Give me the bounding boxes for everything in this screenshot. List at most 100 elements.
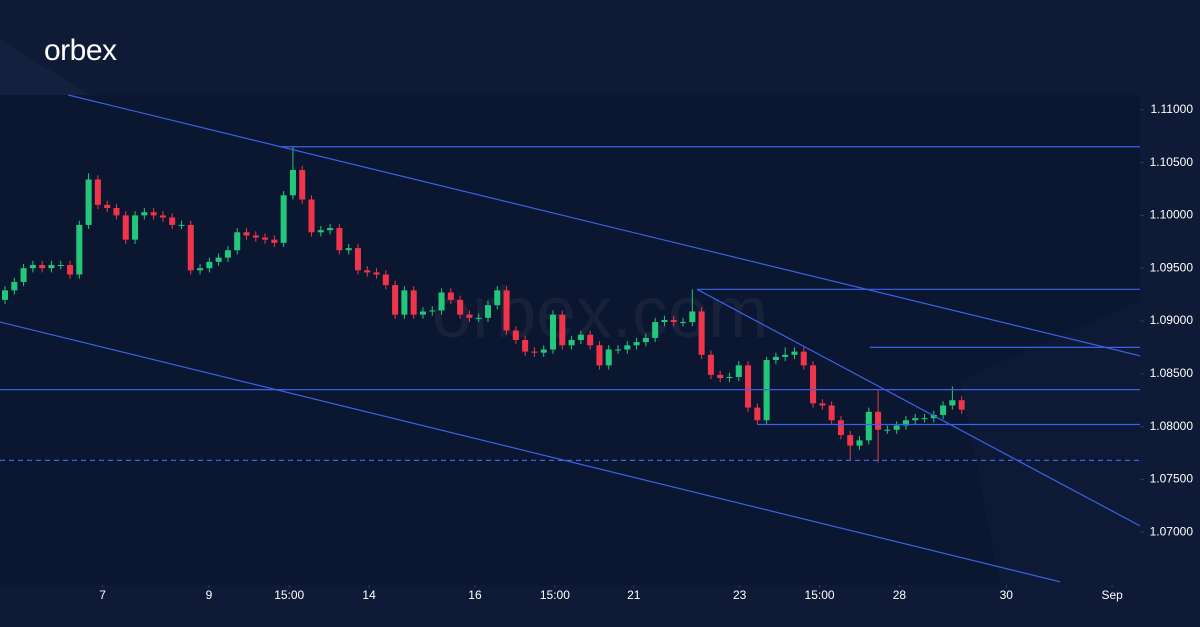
- candle-body: [689, 311, 696, 323]
- y-tick-label: 1.09500: [1150, 260, 1194, 274]
- candle-body: [884, 429, 891, 431]
- candle-body: [410, 290, 417, 315]
- candle-body: [48, 265, 55, 269]
- candle-body: [104, 204, 111, 208]
- candle-body: [568, 340, 575, 346]
- decor: [960, 300, 1140, 585]
- candle-body: [150, 212, 157, 216]
- candle-body: [782, 354, 789, 357]
- candle-body: [717, 374, 724, 379]
- x-tick-label: 15:00: [274, 588, 304, 602]
- candle-body: [503, 290, 510, 331]
- watermark: orbex.com: [432, 273, 768, 353]
- candle-body: [224, 250, 231, 258]
- candle-body: [680, 322, 687, 324]
- candle-body: [317, 230, 324, 233]
- candle-body: [475, 317, 482, 319]
- candle-body: [373, 272, 380, 275]
- candle-body: [169, 217, 176, 225]
- candle-body: [262, 237, 269, 240]
- y-tick-label: 1.10500: [1150, 155, 1194, 169]
- candle-body: [819, 403, 826, 406]
- candle-body: [912, 418, 919, 421]
- candle-body: [726, 376, 733, 379]
- candle-body: [577, 334, 584, 340]
- candle-body: [280, 195, 287, 243]
- candle-body: [949, 400, 956, 406]
- logo: orbex: [44, 34, 117, 67]
- candle-body: [141, 212, 148, 216]
- candle-body: [735, 365, 742, 377]
- candle-body: [39, 265, 46, 269]
- candle-body: [698, 311, 705, 355]
- candle-body: [29, 265, 36, 269]
- y-tick-label: 1.07000: [1150, 524, 1194, 538]
- candle-body: [401, 290, 408, 315]
- candle-body: [299, 169, 306, 200]
- candle-body: [958, 400, 965, 410]
- candle-body: [67, 265, 74, 275]
- candle-body: [856, 440, 863, 446]
- candle-body: [791, 351, 798, 355]
- candle-body: [605, 349, 612, 366]
- candle-body: [466, 314, 473, 318]
- x-tick-label: 23: [733, 588, 747, 602]
- candle-body: [596, 345, 603, 366]
- candle-body: [559, 314, 566, 346]
- trend-line: [68, 94, 1141, 357]
- candle-body: [512, 330, 519, 340]
- candle-body: [252, 235, 259, 238]
- candle-body: [113, 207, 120, 216]
- candle-body: [308, 199, 315, 233]
- candle-body: [754, 407, 761, 421]
- candle-body: [652, 322, 659, 338]
- candle-body: [345, 248, 352, 251]
- candle-body: [540, 349, 547, 353]
- decor: [0, 40, 90, 95]
- candle-body: [243, 232, 250, 236]
- candle-body: [828, 405, 835, 421]
- candle-body: [865, 411, 872, 441]
- candle-body: [447, 292, 454, 300]
- y-tick-label: 1.08500: [1150, 366, 1194, 380]
- candle-body: [336, 228, 343, 251]
- candle-body: [494, 290, 501, 306]
- y-tick-label: 1.07500: [1150, 472, 1194, 486]
- candle-body: [392, 285, 399, 315]
- candle-body: [624, 345, 631, 350]
- x-tick-label: 28: [893, 588, 907, 602]
- candle-body: [902, 420, 909, 426]
- candle-body: [940, 405, 947, 415]
- trend-line: [696, 288, 1141, 527]
- candle-body: [921, 418, 928, 420]
- y-tick-label: 1.08000: [1150, 419, 1194, 433]
- candle-body: [122, 215, 129, 240]
- candle-body: [159, 215, 166, 218]
- candle-body: [289, 169, 296, 196]
- y-tick-label: 1.09000: [1150, 313, 1194, 327]
- candle-body: [745, 365, 752, 408]
- candle-body: [271, 239, 278, 243]
- candle-body: [20, 268, 27, 282]
- candle-body: [633, 342, 640, 346]
- x-tick-label: 15:00: [805, 588, 835, 602]
- candle-body: [354, 248, 361, 271]
- candle-body: [847, 435, 854, 446]
- candle-body: [587, 334, 594, 346]
- candle-body: [206, 261, 213, 269]
- candle-body: [364, 270, 371, 273]
- candle-body: [1, 290, 9, 300]
- candle-body: [875, 411, 882, 430]
- candle-body: [930, 414, 937, 419]
- x-tick-label: 14: [362, 588, 376, 602]
- candle-body: [800, 351, 807, 366]
- candle-body: [549, 314, 557, 350]
- candle-body: [531, 351, 538, 353]
- y-tick-label: 1.10000: [1150, 208, 1194, 222]
- candle-body: [772, 356, 779, 361]
- trend-line: [0, 321, 1061, 583]
- candle-body: [76, 224, 83, 275]
- x-tick-label: 16: [468, 588, 482, 602]
- x-tick-label: 30: [1000, 588, 1014, 602]
